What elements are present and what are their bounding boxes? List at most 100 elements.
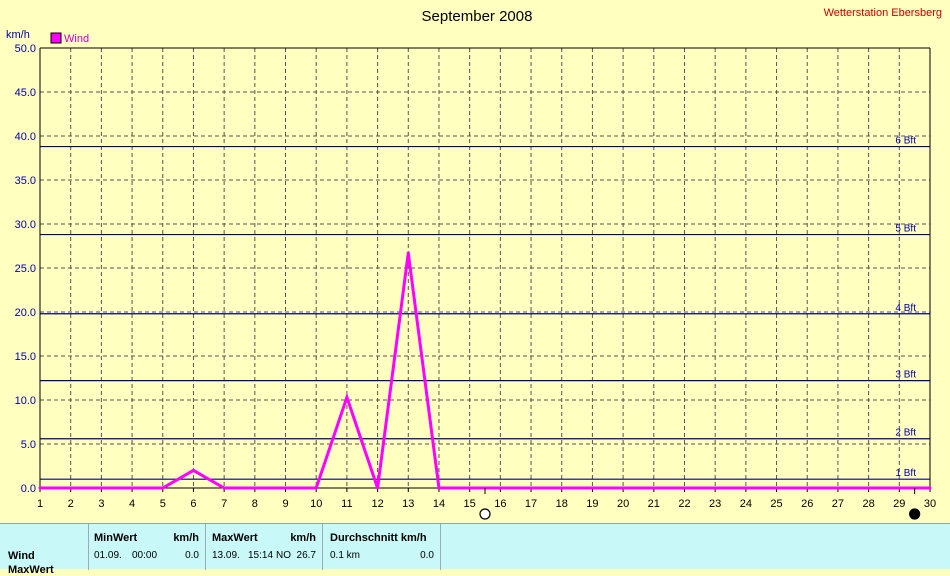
wind-series-line: [40, 252, 930, 490]
x-tick-label: 29: [893, 498, 905, 510]
x-tick-label: 28: [862, 498, 874, 510]
avg-distance: 0.1 km: [330, 550, 361, 561]
x-tick-label: 7: [221, 498, 227, 510]
beaufort-label: 1 Bft: [895, 468, 916, 479]
min-time: 00:00: [132, 550, 158, 561]
beaufort-label: 6 Bft: [895, 136, 916, 147]
y-tick-label: 45.0: [15, 87, 36, 99]
y-tick-label: 50.0: [15, 43, 36, 55]
wind-data-point: [652, 486, 656, 490]
x-tick-label: 14: [433, 498, 445, 510]
wind-data-point: [529, 486, 533, 490]
beaufort-label: 2 Bft: [895, 428, 916, 439]
wind-data-point: [682, 486, 686, 490]
min-unit: km/h: [173, 532, 199, 544]
x-tick-label: 5: [160, 498, 166, 510]
wind-data-point: [590, 486, 594, 490]
panel-col-avg: Durchschnitt km/h 0.1 km 0.0: [323, 524, 441, 570]
x-tick-label: 12: [371, 498, 383, 510]
panel-col-label: [0, 524, 89, 570]
y-axis-label: km/h: [6, 29, 30, 41]
wind-data-point: [284, 486, 288, 490]
max-value: 26.7: [296, 550, 316, 561]
wind-data-point: [314, 486, 318, 490]
legend-label: Wind: [64, 33, 89, 45]
min-value: 0.0: [185, 550, 199, 561]
wind-data-point: [713, 486, 717, 490]
max-direction: NO: [276, 550, 291, 561]
wind-data-point: [130, 486, 134, 490]
x-tick-label: 21: [648, 498, 660, 510]
y-tick-label: 10.0: [15, 395, 36, 407]
series: [38, 251, 932, 490]
wind-data-point: [345, 395, 349, 399]
wind-data-point: [222, 486, 226, 490]
x-tick-label: 11: [341, 498, 352, 510]
y-tick-label: 35.0: [15, 175, 36, 187]
x-tick-label: 22: [678, 498, 690, 510]
wind-data-point: [897, 486, 901, 490]
x-tick-label: 15: [464, 498, 476, 510]
y-tick-label: 20.0: [15, 307, 36, 319]
wind-data-point: [621, 486, 625, 490]
wind-data-point: [744, 486, 748, 490]
full-moon-icon: [479, 508, 491, 520]
x-tick-label: 1: [37, 498, 43, 510]
panel-col-min: MinWert km/h 01.09. 00:00 0.0: [89, 524, 206, 570]
x-tick-label: 10: [310, 498, 322, 510]
y-tick-label: 25.0: [15, 263, 36, 275]
x-tick-label: 19: [586, 498, 598, 510]
x-tick-label: 30: [924, 498, 936, 510]
stats-panel: Wind MinWert km/h 01.09. 00:00 0.0 MaxWe…: [0, 523, 950, 576]
wind-data-point: [161, 486, 165, 490]
wind-data-point: [498, 486, 502, 490]
min-date: 01.09.: [94, 550, 122, 561]
row-label-wind: Wind: [8, 550, 35, 562]
x-tick-label: 2: [68, 498, 74, 510]
wind-data-point: [468, 486, 472, 490]
wind-data-point: [805, 486, 809, 490]
wind-data-point: [191, 468, 195, 472]
y-tick-label: 40.0: [15, 131, 36, 143]
max-unit: km/h: [290, 532, 316, 544]
wind-data-point: [99, 486, 103, 490]
axes: 0.0 5.0 10.0 15.0 20.0 25.0 30.0 35.0 40.0 45.0 50…: [15, 43, 937, 510]
max-time: 15:14: [248, 550, 274, 561]
max-date: 13.09.: [212, 550, 240, 561]
max-header: MaxWert: [212, 532, 258, 544]
x-tick-label: 23: [709, 498, 721, 510]
x-tick-label: 6: [190, 498, 196, 510]
beaufort-label: 3 Bft: [895, 370, 916, 381]
station-name: Wetterstation Ebersberg: [824, 7, 942, 19]
panel-col-max: MaxWert km/h 13.09. 15:14 NO 26.7: [206, 524, 323, 570]
wind-data-point: [928, 486, 932, 490]
new-moon-icon: [909, 508, 921, 520]
grid: [40, 47, 930, 488]
y-tick-label: 0.0: [21, 483, 36, 495]
x-tick-label: 27: [832, 498, 844, 510]
x-tick-label: 4: [129, 498, 135, 510]
wind-data-point: [437, 486, 441, 490]
wind-data-point: [836, 486, 840, 490]
x-tick-label: 25: [770, 498, 782, 510]
x-tick-label: 3: [98, 498, 104, 510]
x-tick-label: 18: [556, 498, 568, 510]
avg-value: 0.0: [420, 550, 434, 561]
wind-data-point: [406, 251, 410, 255]
x-tick-label: 16: [494, 498, 506, 510]
wind-chart: September 2008 Wetterstation Ebersberg k…: [6, 7, 942, 520]
avg-header: Durchschnitt km/h: [330, 532, 427, 544]
wind-data-point: [253, 486, 257, 490]
x-tick-label: 13: [402, 498, 414, 510]
y-tick-label: 30.0: [15, 219, 36, 231]
y-tick-label: 15.0: [15, 351, 36, 363]
wind-data-point: [38, 486, 42, 490]
x-tick-label: 8: [252, 498, 258, 510]
beaufort-label: 4 Bft: [895, 303, 916, 314]
x-tick-label: 17: [525, 498, 537, 510]
wind-data-point: [560, 486, 564, 490]
min-header: MinWert: [94, 532, 138, 544]
x-tick-label: 20: [617, 498, 629, 510]
moon-phases: [479, 488, 921, 520]
wind-data-point: [376, 486, 380, 490]
